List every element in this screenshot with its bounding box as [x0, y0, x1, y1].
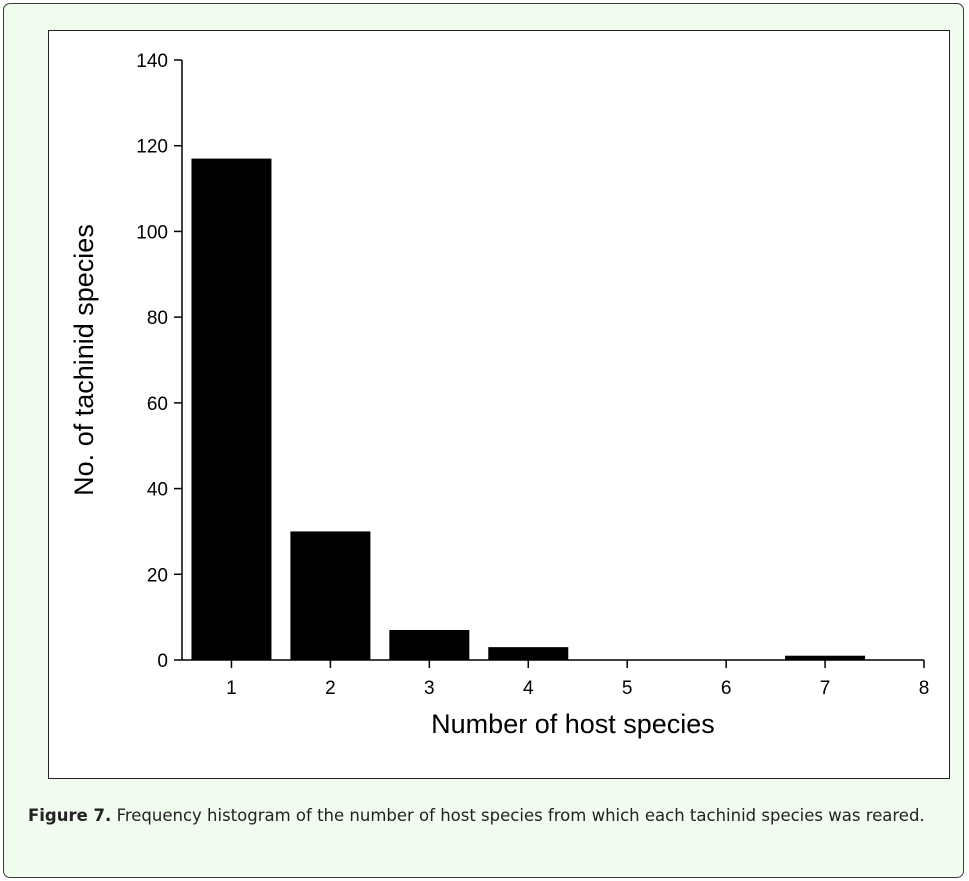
bar-2 [290, 531, 371, 660]
y-tick-label: 140 [136, 51, 168, 72]
y-tick-label: 0 [157, 651, 168, 672]
x-tick-label: 4 [523, 678, 534, 699]
caption-text: Frequency histogram of the number of hos… [116, 806, 925, 825]
y-tick-label: 100 [136, 222, 168, 243]
bar-1 [191, 158, 272, 661]
bar-3 [389, 630, 470, 660]
x-tick-label: 2 [325, 678, 336, 699]
bar-4 [488, 647, 569, 660]
y-tick-label: 120 [136, 137, 168, 158]
y-ticks-group: 0 20 40 60 80 100 120 140 [136, 51, 182, 672]
histogram-chart: 0 20 40 60 80 100 120 140 1 2 3 4 5 6 7 8 No. of tachi… [69, 51, 929, 739]
x-ticks-group: 1 2 3 4 5 6 7 8 [226, 660, 929, 699]
y-tick-label: 20 [147, 565, 168, 586]
figure-caption: Figure 7. Frequency histogram of the num… [28, 802, 948, 829]
x-tick-label: 3 [424, 678, 435, 699]
chart-panel: 0 20 40 60 80 100 120 140 1 2 3 4 5 6 7 8 No. of tachi… [48, 30, 950, 779]
x-axis-label: Number of host species [431, 709, 715, 739]
bars-group [191, 158, 866, 661]
bar-7 [785, 655, 866, 660]
y-tick-label: 40 [147, 480, 168, 501]
caption-label: Figure 7. [28, 806, 112, 825]
y-tick-label: 80 [147, 308, 168, 329]
x-tick-label: 7 [820, 678, 831, 699]
x-tick-label: 1 [226, 678, 237, 699]
y-tick-label: 60 [147, 394, 168, 415]
x-tick-label: 5 [622, 678, 633, 699]
y-axis-label: No. of tachinid species [69, 224, 99, 496]
figure-box: 0 20 40 60 80 100 120 140 1 2 3 4 5 6 7 8 No. of tachi… [3, 3, 964, 878]
x-tick-label: 8 [919, 678, 930, 699]
x-tick-label: 6 [721, 678, 732, 699]
